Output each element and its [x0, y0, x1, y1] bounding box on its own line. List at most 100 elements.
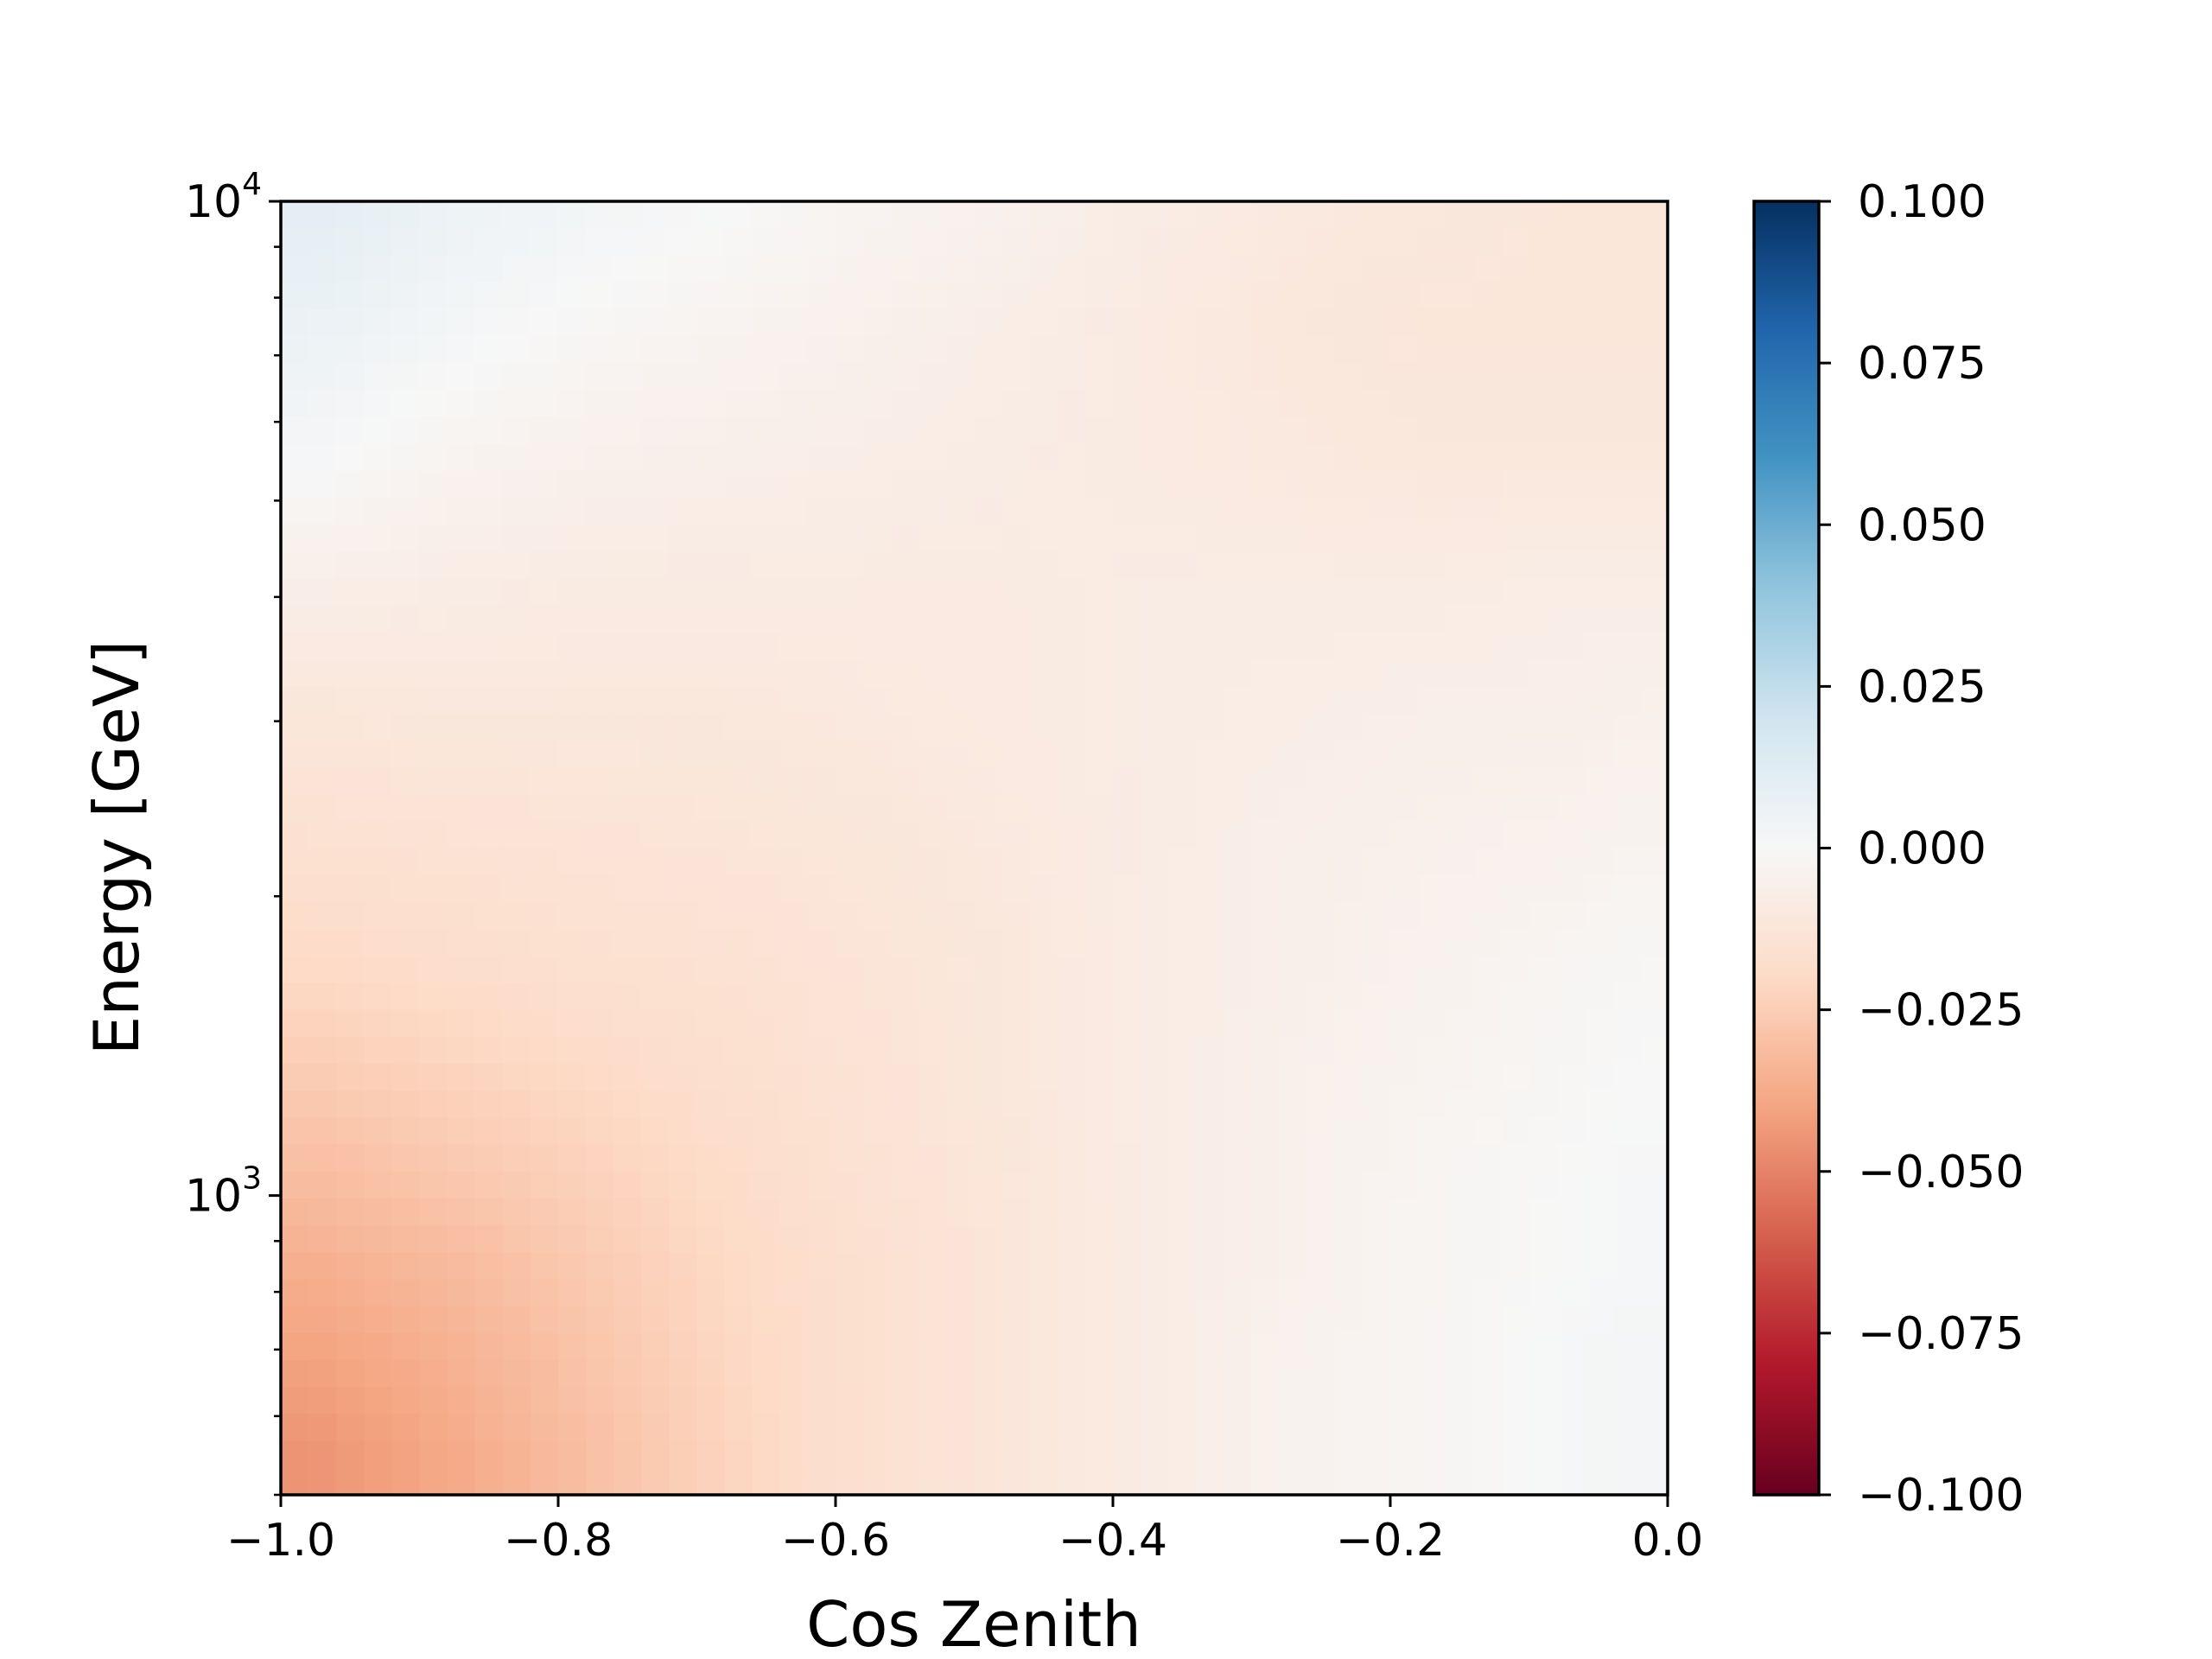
heatmap-cell	[1446, 766, 1475, 795]
heatmap-cell	[1611, 201, 1641, 229]
heatmap-cell	[641, 874, 671, 903]
heatmap-cell	[336, 982, 365, 1011]
heatmap-cell	[1196, 1387, 1225, 1415]
heatmap-cell	[1029, 1252, 1058, 1281]
heatmap-cell	[1057, 308, 1086, 337]
heatmap-cell	[918, 901, 948, 930]
heatmap-cell	[391, 1144, 421, 1173]
heatmap-cell	[558, 443, 587, 472]
heatmap-cell	[1168, 659, 1198, 688]
heatmap-cell	[474, 335, 504, 364]
heatmap-cell	[613, 1171, 643, 1199]
heatmap-cell	[752, 740, 781, 768]
heatmap-cell	[1473, 416, 1503, 445]
heatmap-cell	[891, 335, 920, 364]
heatmap-cell	[807, 1144, 836, 1173]
heatmap-cell	[1306, 929, 1336, 957]
heatmap-cell	[918, 1171, 948, 1199]
heatmap-cell	[1611, 363, 1641, 391]
heatmap-cell	[1224, 524, 1253, 553]
heatmap-cell	[1224, 686, 1253, 715]
heatmap-cell	[364, 874, 393, 903]
heatmap-cell	[863, 1306, 892, 1334]
heatmap-cell	[447, 1279, 476, 1307]
heatmap-cell	[613, 605, 643, 633]
heatmap-cell	[1224, 605, 1253, 633]
heatmap-cell	[336, 874, 365, 903]
heatmap-cell	[1306, 1467, 1336, 1496]
heatmap-cell	[1084, 1090, 1114, 1119]
heatmap-cell	[724, 848, 753, 876]
heatmap-cell	[613, 282, 643, 310]
heatmap-cell	[1611, 255, 1641, 283]
heatmap-cell	[419, 1036, 448, 1065]
heatmap-cell	[779, 1198, 809, 1226]
heatmap-cell	[419, 956, 448, 984]
heatmap-cell	[1473, 363, 1503, 391]
heatmap-cell	[1029, 1306, 1058, 1334]
heatmap-cell	[1113, 1171, 1141, 1199]
heatmap-cell	[419, 470, 448, 499]
heatmap-cell	[669, 308, 698, 337]
heatmap-cell	[669, 1467, 698, 1496]
heatmap-cell	[724, 524, 753, 553]
heatmap-cell	[474, 659, 504, 688]
heatmap-cell	[1168, 1440, 1198, 1469]
heatmap-cell	[1306, 713, 1336, 741]
heatmap-cell	[336, 255, 365, 283]
heatmap-cell	[752, 308, 781, 337]
heatmap-cell	[836, 1467, 864, 1496]
heatmap-cell	[613, 956, 643, 984]
heatmap-cell	[1196, 713, 1225, 741]
heatmap-cell	[1251, 1387, 1281, 1415]
heatmap-cell	[336, 470, 365, 499]
heatmap-cell	[1362, 686, 1391, 715]
heatmap-cell	[974, 766, 1003, 795]
heatmap-cell	[1473, 713, 1503, 741]
heatmap-cell	[1584, 1360, 1613, 1389]
heatmap-cell	[1196, 1198, 1225, 1226]
heatmap-cell	[641, 578, 671, 607]
heatmap-cell	[1113, 255, 1141, 283]
heatmap-cell	[474, 874, 504, 903]
heatmap-cell	[1113, 659, 1141, 688]
heatmap-cell	[863, 308, 892, 337]
heatmap-cell	[1251, 578, 1281, 607]
heatmap-cell	[1446, 363, 1475, 391]
heatmap-cell	[1196, 821, 1225, 849]
heatmap-cell	[336, 201, 365, 229]
heatmap-cell	[1306, 848, 1336, 876]
heatmap-cell	[724, 713, 753, 741]
heatmap-cell	[863, 1036, 892, 1065]
heatmap-cell	[1611, 766, 1641, 795]
heatmap-cell	[807, 578, 836, 607]
heatmap-cell	[447, 982, 476, 1011]
heatmap-cell	[1196, 982, 1225, 1011]
heatmap-cell	[779, 308, 809, 337]
heatmap-cell	[974, 1440, 1003, 1469]
heatmap-cell	[1224, 1387, 1253, 1415]
heatmap-cell	[1501, 1387, 1530, 1415]
heatmap-cell	[1001, 416, 1031, 445]
heatmap-cell	[724, 390, 753, 418]
heatmap-cell	[364, 1332, 393, 1361]
heatmap-cell	[613, 794, 643, 823]
heatmap-cell	[308, 524, 337, 553]
heatmap-cell	[752, 1036, 781, 1065]
heatmap-cell	[1501, 740, 1530, 768]
heatmap-cell	[1334, 416, 1363, 445]
heatmap-cell	[696, 956, 726, 984]
heatmap-cell	[836, 551, 864, 580]
heatmap-cell	[1168, 686, 1198, 715]
heatmap-cell	[641, 1332, 671, 1361]
heatmap-cell	[1501, 498, 1530, 526]
heatmap-cell	[1029, 686, 1058, 715]
heatmap-cell	[1556, 578, 1586, 607]
heatmap-cell	[836, 201, 864, 229]
heatmap-cell	[918, 201, 948, 229]
heatmap-cell	[1279, 1144, 1308, 1173]
heatmap-cell	[530, 1332, 559, 1361]
heatmap-cell	[724, 740, 753, 768]
heatmap-cell	[447, 255, 476, 283]
